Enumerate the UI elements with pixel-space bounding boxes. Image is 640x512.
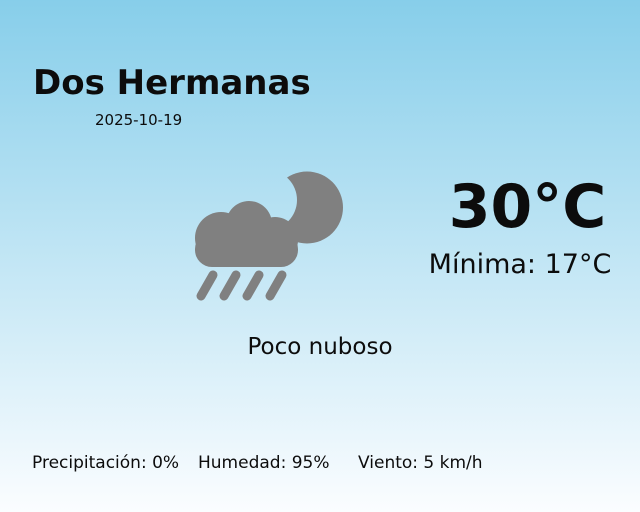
cloud-moon-rain-icon xyxy=(195,171,343,301)
precipitation-stat: Precipitación: 0% xyxy=(32,453,180,473)
condition-label: Poco nuboso xyxy=(247,334,393,360)
location-title: Dos Hermanas xyxy=(33,63,311,103)
humidity-stat: Humedad: 95% xyxy=(198,453,330,473)
minimum-temperature: Mínima: 17°C xyxy=(428,249,612,280)
weather-icon xyxy=(185,160,345,305)
temperature-value: 30°C xyxy=(448,172,607,242)
cloud-icon xyxy=(195,201,298,267)
rain-drops-icon xyxy=(196,270,287,301)
date-label: 2025-10-19 xyxy=(95,111,183,129)
wind-stat: Viento: 5 km/h xyxy=(358,453,483,473)
